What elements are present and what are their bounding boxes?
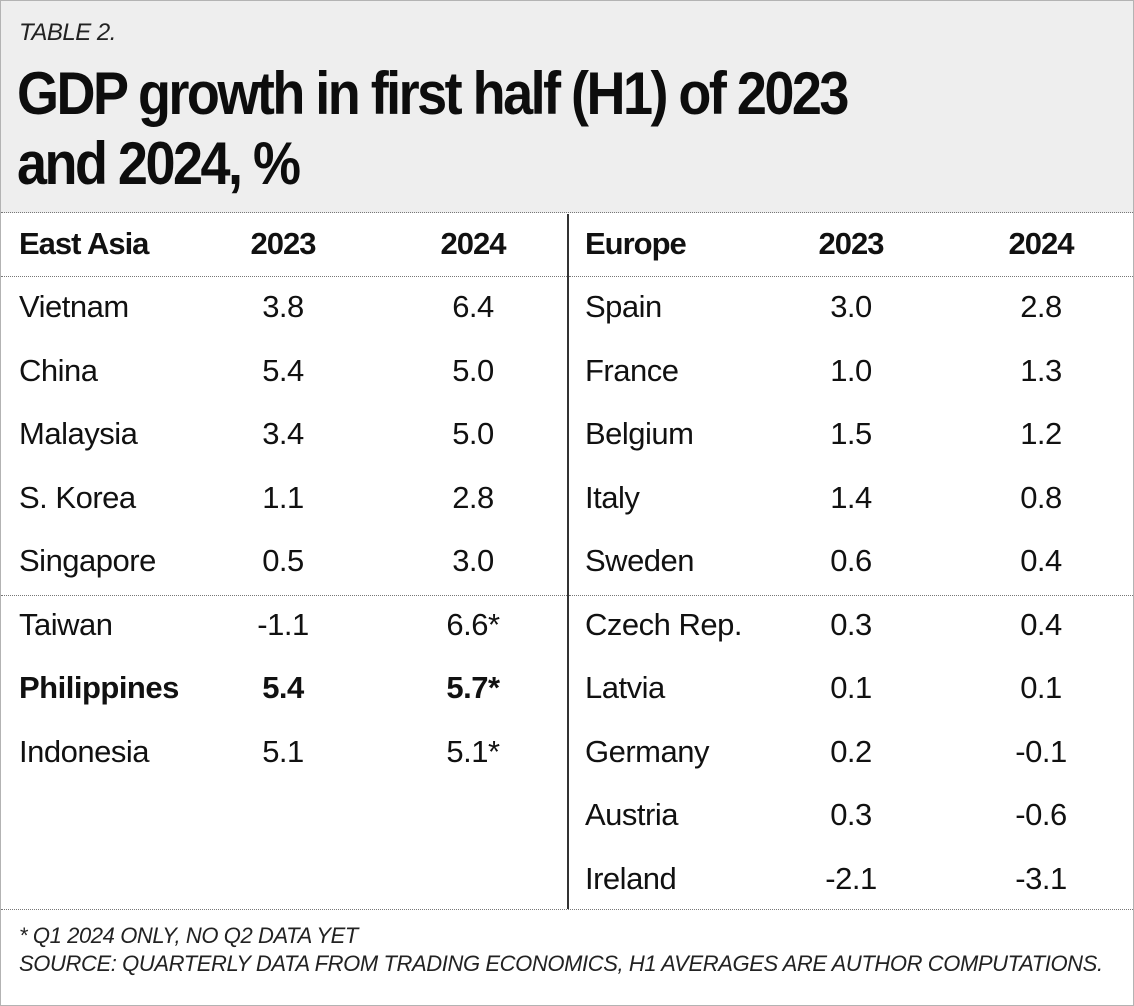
value-2024: 6.6*: [446, 606, 500, 642]
value-2023: 0.2: [830, 733, 872, 769]
table-header: TABLE 2. GDP growth in first half (H1) o…: [1, 1, 1133, 213]
value-2024: -0.6: [1015, 797, 1067, 832]
source-note: SOURCE: QUARTERLY DATA FROM TRADING ECON…: [19, 951, 1103, 976]
value-2024: 0.1: [1020, 670, 1062, 705]
table-row: Germany 0.2 -0.1: [569, 722, 1133, 785]
value-2023: 5.4: [262, 670, 304, 705]
value-2023: 5.4: [262, 352, 304, 388]
table-row: Latvia 0.1 0.1: [569, 658, 1133, 721]
value-2024: 5.7*: [446, 670, 500, 705]
east-asia-column-header: East Asia 2023 2024: [1, 214, 567, 277]
table-row: Vietnam 3.8 6.4: [1, 277, 567, 340]
value-2023: 0.5: [262, 543, 304, 578]
value-2024: -0.1: [1015, 733, 1067, 769]
value-2023: 3.4: [262, 416, 304, 451]
table-row: Indonesia 5.1 5.1*: [1, 722, 567, 785]
table-row: Sweden 0.6 0.4: [569, 531, 1133, 594]
title-line-2: and 2024, %: [17, 130, 301, 197]
country-name: Austria: [585, 797, 678, 832]
value-2024: 1.3: [1020, 352, 1062, 388]
country-name: Ireland: [585, 860, 677, 896]
value-2023: 3.0: [830, 289, 872, 324]
country-name: S. Korea: [19, 479, 136, 515]
value-2023: 1.0: [830, 352, 872, 388]
table-title: GDP growth in first half (H1) of 2023 an…: [17, 59, 1007, 199]
country-name: Singapore: [19, 543, 156, 578]
country-name: Latvia: [585, 670, 665, 705]
column-header-2023: 2023: [250, 226, 317, 261]
country-name: Taiwan: [19, 606, 113, 642]
table-row: France 1.0 1.3: [569, 341, 1133, 404]
value-2023: 1.4: [830, 479, 872, 515]
country-name: Indonesia: [19, 733, 149, 769]
country-name: China: [19, 352, 98, 388]
value-2024: 6.4: [452, 289, 494, 324]
table-row: Czech Rep. 0.3 0.4: [569, 595, 1133, 658]
table-row: Malaysia 3.4 5.0: [1, 404, 567, 467]
table-row: Taiwan -1.1 6.6*: [1, 595, 567, 658]
country-name: Czech Rep.: [585, 606, 742, 642]
table-row: Austria 0.3 -0.6: [569, 785, 1133, 848]
panel-divider: [567, 214, 569, 909]
region-header: Europe: [585, 226, 687, 261]
country-name: France: [585, 352, 679, 388]
title-line-1: GDP growth in first half (H1) of 2023: [17, 60, 849, 127]
value-2024: 0.8: [1020, 479, 1062, 515]
value-2024: -3.1: [1015, 860, 1067, 896]
country-name: Malaysia: [19, 416, 138, 451]
footer-divider: [1, 909, 1133, 910]
value-2024: 1.2: [1020, 416, 1062, 451]
table-row: China 5.4 5.0: [1, 341, 567, 404]
table-row: Spain 3.0 2.8: [569, 277, 1133, 340]
column-header-2024: 2024: [440, 226, 507, 261]
country-name: Italy: [585, 479, 640, 515]
table-label: TABLE 2.: [19, 19, 116, 46]
table-row: Philippines 5.4 5.7*: [1, 658, 567, 721]
table-row: Italy 1.4 0.8: [569, 468, 1133, 531]
table-row: Singapore 0.5 3.0: [1, 531, 567, 594]
value-2023: 5.1: [262, 733, 304, 769]
column-header-2023: 2023: [818, 226, 885, 261]
value-2024: 0.4: [1020, 543, 1062, 578]
column-header-2024: 2024: [1008, 226, 1075, 261]
value-2024: 5.0: [452, 352, 494, 388]
footnote: * Q1 2024 ONLY, NO Q2 DATA YET: [19, 923, 358, 948]
value-2023: -2.1: [825, 860, 877, 896]
row-group-divider: [569, 594, 1133, 596]
country-name: Vietnam: [19, 289, 129, 324]
table-row: S. Korea 1.1 2.8: [1, 468, 567, 531]
value-2023: 0.1: [830, 670, 872, 705]
row-group-divider: [1, 594, 567, 596]
value-2024: 2.8: [452, 479, 494, 515]
value-2023: 1.5: [830, 416, 872, 451]
country-name: Belgium: [585, 416, 694, 451]
table-row: Belgium 1.5 1.2: [569, 404, 1133, 467]
value-2024: 0.4: [1020, 606, 1062, 642]
europe-column-header: Europe 2023 2024: [569, 214, 1133, 277]
value-2023: 1.1: [262, 479, 304, 515]
value-2023: 0.6: [830, 543, 872, 578]
country-name: Sweden: [585, 543, 695, 578]
value-2023: -1.1: [257, 606, 309, 642]
country-name: Spain: [585, 289, 662, 324]
value-2023: 0.3: [830, 797, 872, 832]
value-2023: 0.3: [830, 606, 872, 642]
value-2024: 3.0: [452, 543, 494, 578]
country-name: Germany: [585, 733, 709, 769]
region-header: East Asia: [19, 226, 149, 261]
value-2024: 5.1*: [446, 733, 500, 769]
table-row: Ireland -2.1 -3.1: [569, 849, 1133, 912]
value-2024: 2.8: [1020, 289, 1062, 324]
country-name: Philippines: [19, 670, 179, 705]
value-2023: 3.8: [262, 289, 304, 324]
value-2024: 5.0: [452, 416, 494, 451]
